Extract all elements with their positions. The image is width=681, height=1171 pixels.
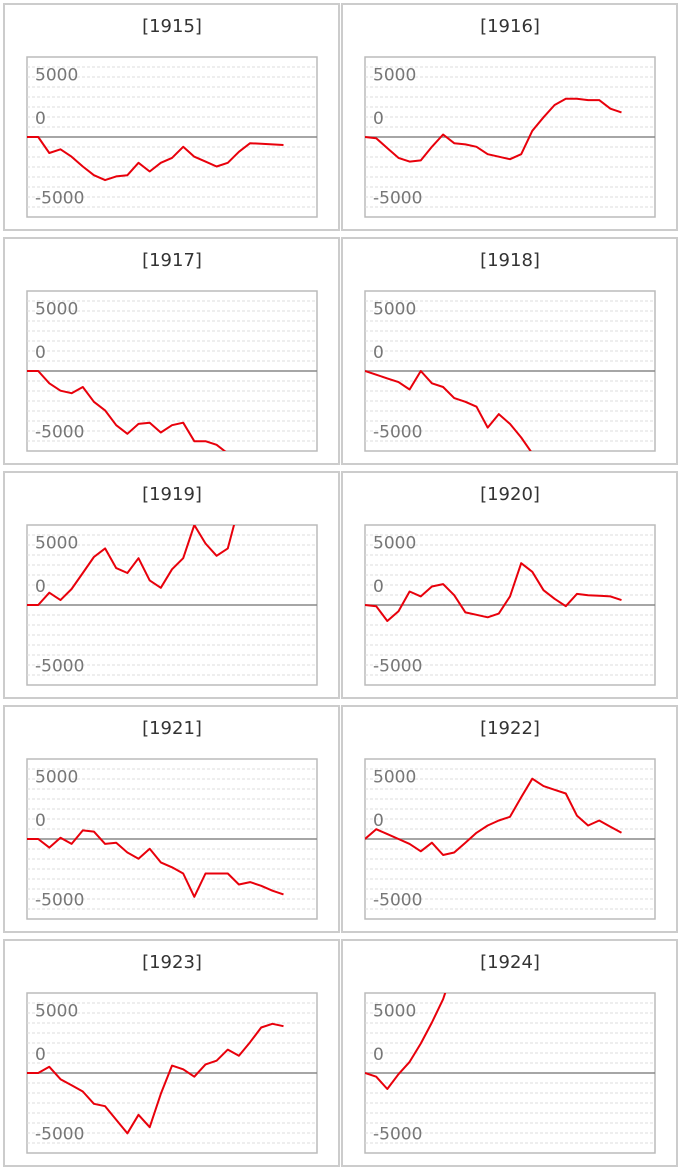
y-tick-label: 5000 xyxy=(373,1001,416,1021)
series xyxy=(27,136,284,182)
y-tick-label: -5000 xyxy=(373,657,422,677)
y-tick-label: -5000 xyxy=(35,1125,84,1145)
y-tick-label: 5000 xyxy=(373,767,416,787)
y-tick-label: 5000 xyxy=(35,1001,78,1021)
y-tick-label: 0 xyxy=(373,109,384,129)
panel: [1922] 5000 0 -5000 xyxy=(341,705,678,933)
panel: [1919] 5000 0 -5000 xyxy=(3,471,340,699)
data-line xyxy=(27,1022,284,1135)
data-line xyxy=(365,993,447,1090)
y-tick-label: 5000 xyxy=(373,533,416,553)
y-tick-label: 0 xyxy=(35,1045,46,1065)
panel-title: [1917] xyxy=(142,250,202,271)
y-tick-label: 5000 xyxy=(35,767,78,787)
series xyxy=(365,777,622,856)
y-tick-label: 0 xyxy=(35,811,46,831)
y-tick-label: 5000 xyxy=(35,299,78,319)
panel-title: [1918] xyxy=(480,250,540,271)
y-tick-label: 0 xyxy=(35,577,46,597)
y-tick-label: -5000 xyxy=(35,423,84,443)
y-tick-label: -5000 xyxy=(373,891,422,911)
y-tick-label: 0 xyxy=(35,343,46,363)
series xyxy=(27,525,236,606)
data-line xyxy=(365,97,622,163)
data-line xyxy=(27,136,284,182)
panel: [1918] 5000 0 -5000 xyxy=(341,237,678,465)
series xyxy=(365,97,622,163)
y-tick-label: 5000 xyxy=(35,533,78,553)
panel-title: [1922] xyxy=(480,718,540,739)
data-line xyxy=(27,829,284,898)
y-tick-label: 5000 xyxy=(35,65,78,85)
panel-title: [1923] xyxy=(142,952,202,973)
y-tick-label: -5000 xyxy=(35,189,84,209)
y-tick-label: 5000 xyxy=(373,299,416,319)
panel: [1923] 5000 0 -5000 xyxy=(3,939,340,1167)
panel-title: [1921] xyxy=(142,718,202,739)
y-tick-label: -5000 xyxy=(35,657,84,677)
series xyxy=(365,993,447,1090)
y-tick-label: -5000 xyxy=(373,189,422,209)
y-tick-label: -5000 xyxy=(35,891,84,911)
y-tick-label: 0 xyxy=(373,1045,384,1065)
series xyxy=(27,370,227,451)
series xyxy=(27,1022,284,1135)
y-tick-label: 0 xyxy=(35,109,46,129)
panel-title: [1920] xyxy=(480,484,540,505)
y-tick-label: -5000 xyxy=(373,423,422,443)
panel-title: [1915] xyxy=(142,16,202,37)
data-line xyxy=(365,562,622,622)
y-tick-label: 5000 xyxy=(373,65,416,85)
data-line xyxy=(27,370,227,451)
series xyxy=(365,370,532,451)
data-line xyxy=(365,370,532,451)
panel: [1915] 5000 0 -5000 xyxy=(3,3,340,231)
y-tick-label: 0 xyxy=(373,343,384,363)
data-line xyxy=(365,777,622,856)
panel-title: [1924] xyxy=(480,952,540,973)
series xyxy=(365,562,622,622)
y-tick-label: -5000 xyxy=(373,1125,422,1145)
panel-title: [1916] xyxy=(480,16,540,37)
y-tick-label: 0 xyxy=(373,577,384,597)
panel: [1924] 5000 0 -5000 xyxy=(341,939,678,1167)
panel: [1916] 5000 0 -5000 xyxy=(341,3,678,231)
panel: [1921] 5000 0 -5000 xyxy=(3,705,340,933)
panel-title: [1919] xyxy=(142,484,202,505)
data-line xyxy=(27,525,236,606)
panel: [1917] 5000 0 -5000 xyxy=(3,237,340,465)
y-tick-label: 0 xyxy=(373,811,384,831)
panel: [1920] 5000 0 -5000 xyxy=(341,471,678,699)
series xyxy=(27,829,284,898)
